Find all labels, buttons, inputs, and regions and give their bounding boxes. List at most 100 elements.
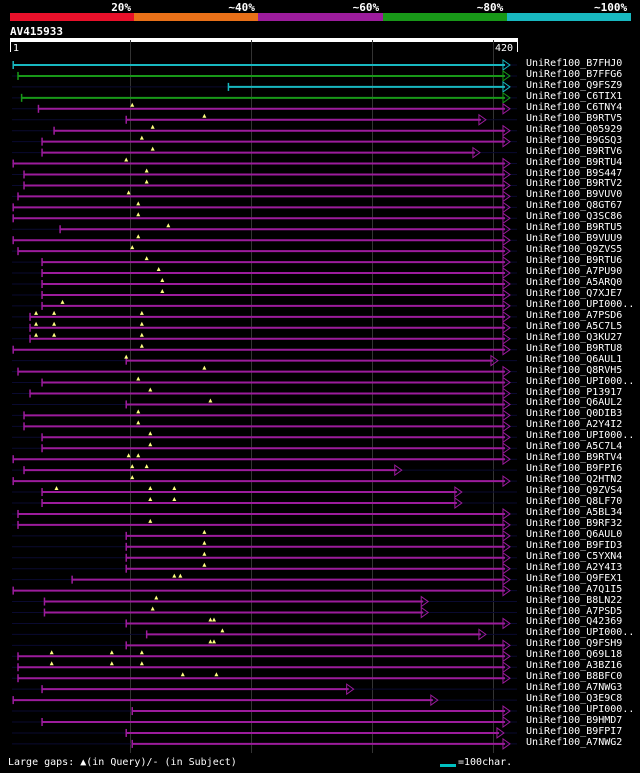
hit-label[interactable]: UniRef100_Q69L18 [526, 649, 623, 661]
alignment-arrow [502, 124, 511, 137]
alignment-arrow [490, 354, 499, 367]
hit-label[interactable]: UniRef100_B9RTV4 [526, 452, 623, 464]
hit-label[interactable]: UniRef100_Q9ZVS4 [526, 485, 623, 497]
alignment-arrow [346, 683, 355, 696]
identity-legend-bar [10, 13, 631, 21]
hit-label[interactable]: UniRef100_B9GSQ3 [526, 134, 623, 146]
hit-label[interactable]: UniRef100_B9RTV5 [526, 112, 623, 124]
hit-label[interactable]: UniRef100_Q9FSH9 [526, 638, 623, 650]
hit-label[interactable]: UniRef100_A5BL34 [526, 506, 623, 518]
query-gap-marker [136, 201, 141, 206]
hit-label[interactable]: UniRef100_B9FPI6 [526, 463, 623, 475]
query-bar [10, 38, 518, 42]
hit-label[interactable]: UniRef100_A5ARQ0 [526, 277, 623, 288]
hit-label[interactable]: UniRef100_UPI000.. [526, 704, 635, 716]
query-start-tick [10, 42, 11, 52]
hit-label[interactable]: UniRef100_B9FPI7 [526, 725, 623, 737]
alignment-arrow [502, 288, 511, 301]
query-gap-marker [136, 212, 141, 217]
query-gap-marker [148, 431, 153, 436]
hit-label[interactable]: UniRef100_B9HMD7 [526, 715, 623, 726]
alignment-arrow [502, 453, 511, 466]
hit-label[interactable]: UniRef100_B9S447 [526, 167, 623, 179]
alignment-arrow [502, 332, 511, 345]
hit-label[interactable]: UniRef100_Q6AUL1 [526, 353, 623, 365]
hit-label[interactable]: UniRef100_UPI000.. [526, 298, 635, 310]
hit-label[interactable]: UniRef100_P13917 [526, 386, 623, 398]
hit-label[interactable]: UniRef100_A7Q1I5 [526, 583, 623, 595]
query-gap-marker [52, 321, 57, 326]
hit-label[interactable]: UniRef100_A7PSD5 [526, 605, 623, 617]
query-gap-marker [130, 464, 135, 469]
hit-label[interactable]: UniRef100_Q05929 [526, 123, 623, 135]
hit-label[interactable]: UniRef100_B9RTV6 [526, 145, 623, 157]
hit-label[interactable]: UniRef100_Q8LF70 [526, 496, 623, 507]
hit-label[interactable]: UniRef100_A2Y4I3 [526, 561, 623, 573]
hit-label[interactable]: UniRef100_Q6AUL2 [526, 397, 623, 409]
query-gap-marker [160, 288, 165, 293]
alignment-arrow [478, 113, 487, 126]
hit-label[interactable]: UniRef100_UPI000.. [526, 627, 635, 639]
hit-label[interactable]: UniRef100_Q9FEX1 [526, 572, 623, 584]
query-gap-marker [202, 551, 207, 556]
alignment-arrow [454, 497, 463, 509]
query-gap-marker [208, 398, 213, 403]
hit-label[interactable]: UniRef100_A7PU90 [526, 266, 623, 278]
hit-label[interactable]: UniRef100_Q3SC86 [526, 211, 623, 223]
hit-label[interactable]: UniRef100_B7FHJ0 [526, 58, 623, 69]
hit-label[interactable]: UniRef100_B9FID3 [526, 539, 623, 551]
alignment-arrow [496, 726, 505, 739]
hit-label[interactable]: UniRef100_Q8RVH5 [526, 364, 623, 376]
hit-label[interactable]: UniRef100_B8BFC0 [526, 671, 623, 683]
hit-label[interactable]: UniRef100_Q8GT67 [526, 200, 623, 212]
hit-label[interactable]: UniRef100_B7FFG6 [526, 68, 623, 80]
alignment-arrow [502, 168, 511, 181]
hit-label[interactable]: UniRef100_B9RTU5 [526, 222, 623, 234]
alignment-arrow [502, 365, 511, 378]
alignment-arrow [502, 157, 511, 170]
hit-label[interactable]: UniRef100_A7NWG2 [526, 736, 623, 748]
hit-label[interactable]: UniRef100_Q0DIB3 [526, 408, 623, 420]
hit-label[interactable]: UniRef100_C6TNY4 [526, 101, 623, 113]
query-gap-marker [60, 299, 65, 304]
query-gap-marker [144, 256, 149, 261]
hit-label[interactable]: UniRef100_C6TIX1 [526, 90, 623, 102]
query-gap-marker [148, 497, 153, 501]
hit-label[interactable]: UniRef100_B9RTU6 [526, 255, 623, 267]
hit-label[interactable]: UniRef100_Q9ZVS5 [526, 244, 623, 256]
hit-label[interactable]: UniRef100_Q42369 [526, 616, 623, 628]
hit-label[interactable]: UniRef100_A5C7L5 [526, 320, 623, 332]
query-gap-marker [148, 518, 153, 523]
hit-label[interactable]: UniRef100_Q3KU27 [526, 331, 623, 343]
hit-label[interactable]: UniRef100_A7PSD6 [526, 309, 623, 321]
hit-label[interactable]: UniRef100_Q2HTN2 [526, 474, 623, 486]
hit-label[interactable]: UniRef100_A5C7L4 [526, 441, 623, 453]
hit-label[interactable]: UniRef100_Q6AUL0 [526, 528, 623, 540]
hit-label[interactable]: UniRef100_A7NWG3 [526, 682, 623, 694]
hit-label[interactable]: UniRef100_A2Y4I2 [526, 419, 623, 431]
query-end-label: 420 [495, 43, 514, 54]
hit-label[interactable]: UniRef100_B9RF32 [526, 517, 623, 529]
hit-label[interactable]: UniRef100_UPI000.. [526, 430, 635, 442]
alignment-arrow [420, 595, 430, 608]
query-gap-marker [136, 420, 141, 425]
query-gap-marker [172, 497, 177, 501]
alignment-arrow [502, 212, 511, 225]
hit-label[interactable]: UniRef100_A3BZ16 [526, 660, 623, 672]
hit-label[interactable]: UniRef100_C5YXN4 [526, 550, 623, 562]
query-gap-marker [136, 234, 141, 239]
hit-label[interactable]: UniRef100_B9RTU4 [526, 156, 623, 168]
hit-label[interactable]: UniRef100_B8LN22 [526, 594, 623, 606]
hit-label[interactable]: UniRef100_B9VUV0 [526, 189, 623, 201]
hit-label[interactable]: UniRef100_B9RTV2 [526, 178, 623, 190]
query-gap-marker [172, 573, 177, 578]
alignment-arrow [502, 518, 511, 531]
hit-label[interactable]: UniRef100_UPI000.. [526, 375, 635, 387]
hit-label[interactable]: UniRef100_Q3E9C8 [526, 693, 623, 705]
hit-label[interactable]: UniRef100_Q9FSZ9 [526, 79, 623, 91]
query-gap-marker [49, 650, 54, 655]
alignment-arrow [502, 256, 511, 269]
hit-label[interactable]: UniRef100_B9RTU8 [526, 342, 623, 354]
hit-label[interactable]: UniRef100_Q7XJE7 [526, 287, 623, 299]
hit-label[interactable]: UniRef100_B9VUU9 [526, 233, 623, 245]
